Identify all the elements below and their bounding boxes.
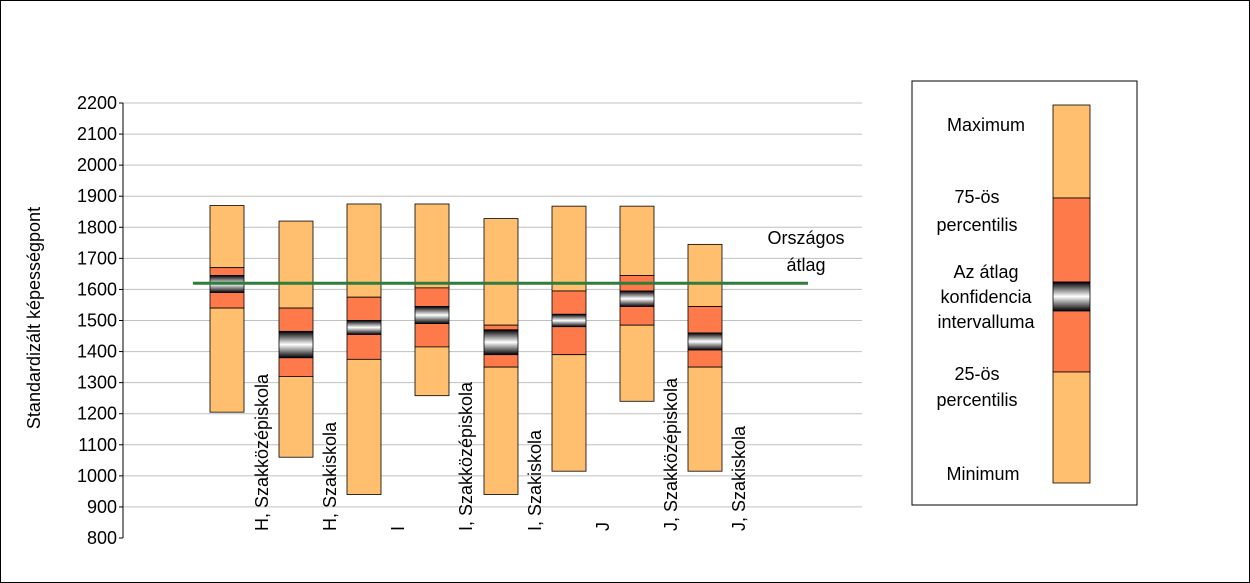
legend-q3-segment xyxy=(1052,197,1091,283)
lower-whisker-segment xyxy=(209,307,245,413)
confidence-interval-segment xyxy=(414,306,450,325)
confidence-interval-segment xyxy=(483,329,519,356)
lower-whisker-segment xyxy=(346,358,382,495)
confidence-interval-segment xyxy=(619,290,655,307)
category-label: I, Szakközépiskola xyxy=(456,381,476,531)
legend-p75-line2: percentilis xyxy=(936,215,1017,235)
category-label: J, Szakközépiskola xyxy=(661,377,681,531)
lower-quartile-segment xyxy=(209,292,245,309)
lower-whisker-segment xyxy=(278,376,314,458)
y-tick-label: 1900 xyxy=(77,186,117,206)
upper-whisker-segment xyxy=(551,205,587,292)
lower-quartile-segment xyxy=(619,306,655,326)
lower-quartile-segment xyxy=(346,334,382,360)
category-label: H, Szakiskola xyxy=(320,421,340,531)
lower-quartile-segment xyxy=(278,357,314,377)
box-1 xyxy=(209,205,245,413)
y-tick-label: 1000 xyxy=(77,466,117,486)
box-2 xyxy=(278,220,314,458)
legend-max-segment xyxy=(1052,104,1091,199)
legend-min-segment xyxy=(1052,371,1091,484)
legend-p25-line1: 25-ös xyxy=(954,364,999,384)
y-tick-label: 2200 xyxy=(77,93,117,113)
y-tick-label: 1600 xyxy=(77,279,117,299)
upper-whisker-segment xyxy=(346,203,382,298)
category-label: J xyxy=(593,522,613,531)
y-tick-label: 1300 xyxy=(77,373,117,393)
national-average-label: átlag xyxy=(786,255,825,275)
upper-whisker-segment xyxy=(209,205,245,269)
upper-whisker-segment xyxy=(278,220,314,309)
y-tick-label: 800 xyxy=(87,528,117,548)
category-label: I xyxy=(388,526,408,531)
lower-quartile-segment xyxy=(483,354,519,368)
upper-whisker-segment xyxy=(687,243,723,307)
legend-ci-segment xyxy=(1052,281,1091,312)
lower-whisker-segment xyxy=(551,354,587,472)
upper-quartile-segment xyxy=(278,307,314,332)
legend-q1-segment xyxy=(1052,310,1091,373)
box-5 xyxy=(483,218,519,495)
category-label: I, Szakiskola xyxy=(525,429,545,531)
y-tick-label: 2100 xyxy=(77,124,117,144)
lower-whisker-segment xyxy=(414,346,450,397)
y-tick-label: 1800 xyxy=(77,217,117,237)
confidence-interval-segment xyxy=(551,313,587,328)
confidence-interval-segment xyxy=(346,320,382,335)
upper-whisker-segment xyxy=(483,218,519,326)
y-tick-label: 1400 xyxy=(77,342,117,362)
legend-maximum: Maximum xyxy=(947,115,1025,135)
confidence-interval-segment xyxy=(687,332,723,351)
y-axis: 800 900 1000 1100 1200 1300 1400 1500 1600 1700 18… xyxy=(77,93,124,548)
legend-p75-line1: 75-ös xyxy=(954,187,999,207)
category-labels: H, Szakközépiskola H, Szakiskola I I, Szakk… xyxy=(252,373,749,531)
lower-quartile-segment xyxy=(687,349,723,368)
upper-quartile-segment xyxy=(209,267,245,276)
legend-ci-line2: konfidencia xyxy=(940,287,1032,307)
legend: Maximum 75-ös percentilis Az átlag konfi… xyxy=(911,80,1138,506)
box-3 xyxy=(346,203,382,495)
y-tick-label: 900 xyxy=(87,497,117,517)
y-tick-label: 1100 xyxy=(78,435,117,455)
lower-quartile-segment xyxy=(414,323,450,348)
legend-frame xyxy=(911,80,1138,506)
confidence-interval-segment xyxy=(278,330,314,359)
y-axis-label: Standardizált képességpont xyxy=(24,207,44,429)
y-tick-label: 1500 xyxy=(77,311,117,331)
box-7 xyxy=(619,205,655,402)
legend-ci-line1: Az átlag xyxy=(953,262,1018,282)
reference-layer: Országos átlag xyxy=(193,228,845,285)
upper-quartile-segment xyxy=(346,296,382,321)
boxes-layer xyxy=(209,203,723,495)
lower-quartile-segment xyxy=(551,326,587,356)
legend-box-sample xyxy=(1052,104,1091,484)
category-label: J, Szakiskola xyxy=(729,425,749,531)
y-tick-label: 1700 xyxy=(77,248,117,268)
upper-quartile-segment xyxy=(551,290,587,315)
legend-p25-line2: percentilis xyxy=(936,390,1017,410)
national-average-label: Országos xyxy=(767,228,844,248)
upper-quartile-segment xyxy=(414,287,450,307)
category-label: H, Szakközépiskola xyxy=(252,373,272,531)
lower-whisker-segment xyxy=(687,366,723,472)
box-4 xyxy=(414,203,450,397)
y-tick-label: 2000 xyxy=(77,155,117,175)
upper-whisker-segment xyxy=(414,203,450,289)
box-6 xyxy=(551,205,587,472)
box-8 xyxy=(687,243,723,472)
upper-quartile-segment xyxy=(483,324,519,331)
legend-ci-line3: intervalluma xyxy=(937,312,1035,332)
upper-quartile-segment xyxy=(687,306,723,334)
lower-whisker-segment xyxy=(483,366,519,495)
lower-whisker-segment xyxy=(619,324,655,402)
legend-minimum: Minimum xyxy=(946,464,1019,484)
y-tick-label: 1200 xyxy=(77,404,117,424)
upper-whisker-segment xyxy=(619,205,655,276)
